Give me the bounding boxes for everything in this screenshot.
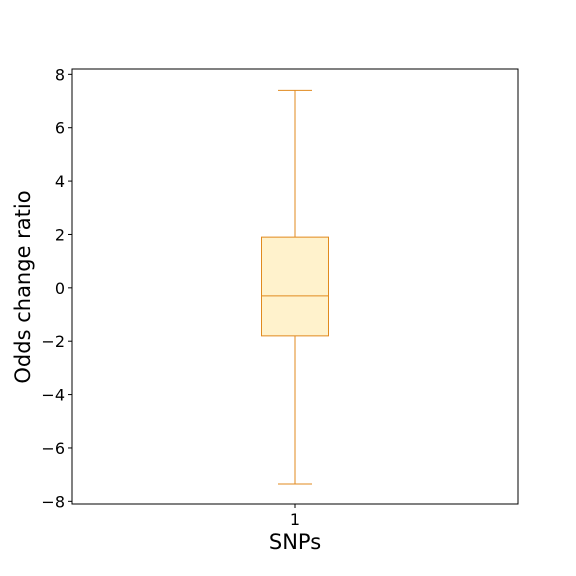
box-series [261, 89, 329, 485]
y-tick-label: 2 [55, 225, 65, 244]
y-axis-label: Odds change ratio [11, 190, 35, 383]
y-tick-label: −2 [41, 332, 65, 351]
plot-area-frame [71, 68, 519, 505]
y-tick-label: −4 [41, 386, 65, 405]
x-axis-ticks: 1 [290, 504, 300, 529]
y-tick-label: 8 [55, 65, 65, 84]
iqr-box [261, 236, 329, 337]
y-tick-label: 0 [55, 279, 65, 298]
y-tick-label: 6 [55, 119, 65, 138]
x-axis-label: SNPs [269, 530, 321, 554]
y-tick-label: −8 [41, 492, 65, 511]
x-tick-label: 1 [290, 510, 300, 529]
y-tick-label: 4 [55, 172, 65, 191]
y-axis-ticks: −8 −6 −4 −2 0 2 4 6 8 [41, 65, 72, 511]
y-tick-label: −6 [41, 439, 65, 458]
